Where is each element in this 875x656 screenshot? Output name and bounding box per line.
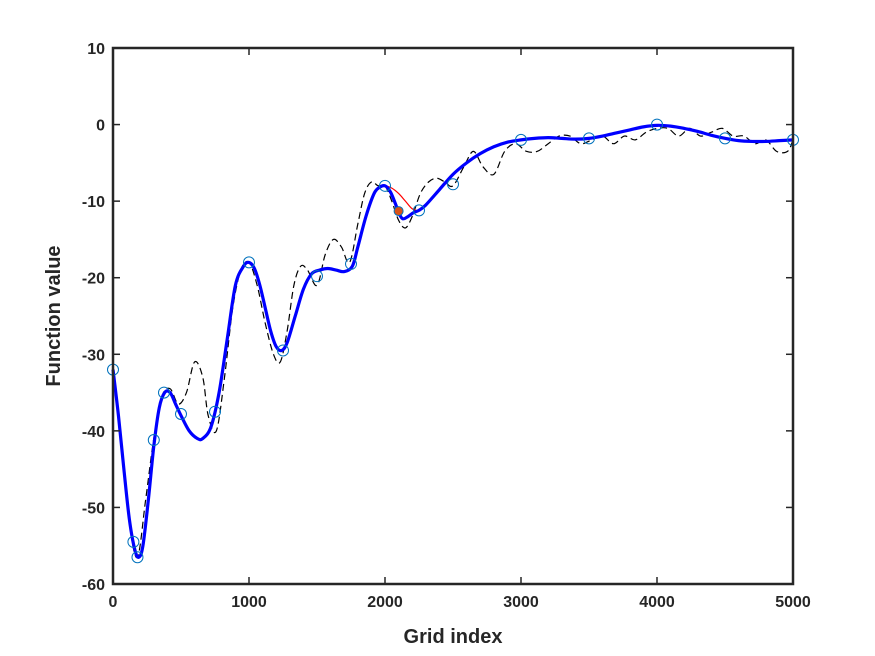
x-axis-label: Grid index xyxy=(404,626,503,648)
marker-layer xyxy=(107,118,799,564)
data-point-8 xyxy=(277,344,289,357)
data-point-12 xyxy=(413,204,425,217)
x-tick-label: 5000 xyxy=(775,594,811,611)
y-tick-label: -50 xyxy=(82,500,105,517)
data-point-4 xyxy=(158,386,170,399)
series-line-blue xyxy=(111,123,794,559)
data-point-5 xyxy=(175,408,187,421)
tick-layer: 0 1000 2000 3000 4000 5000 10 0 -10 -20 -30 -40 -50 -… xyxy=(82,41,811,611)
x-tick-label: 1000 xyxy=(231,594,267,611)
data-point-15 xyxy=(583,132,595,145)
data-point-9 xyxy=(311,270,323,283)
y-tick-label: 0 xyxy=(96,118,105,135)
y-tick-label: -20 xyxy=(82,271,105,288)
y-axis-label: Function value xyxy=(43,245,65,386)
y-tick-label: -30 xyxy=(82,347,105,364)
axes-box xyxy=(111,46,795,586)
y-tick-label: -40 xyxy=(82,424,105,441)
data-point-1 xyxy=(127,535,140,548)
y-tick-label: -60 xyxy=(82,577,105,594)
x-tick-label: 0 xyxy=(109,594,118,611)
data-point-7 xyxy=(243,256,255,269)
series-line-dashed xyxy=(112,127,794,559)
data-point-3 xyxy=(147,434,160,447)
x-tick-label: 2000 xyxy=(367,594,403,611)
data-point-17 xyxy=(719,132,731,145)
x-tick-label: 3000 xyxy=(503,594,539,611)
x-tick-label: 4000 xyxy=(639,594,675,611)
highlight-point xyxy=(393,206,404,217)
data-point-14 xyxy=(515,133,527,146)
data-point-16 xyxy=(651,118,663,131)
data-point-2 xyxy=(131,551,144,564)
y-tick-label: -10 xyxy=(82,194,105,211)
data-point-10 xyxy=(345,257,357,270)
data-point-13 xyxy=(447,178,459,191)
y-tick-label: 10 xyxy=(87,41,105,58)
data-point-6 xyxy=(209,405,221,418)
plot-area xyxy=(113,48,793,584)
data-point-11 xyxy=(379,179,391,192)
